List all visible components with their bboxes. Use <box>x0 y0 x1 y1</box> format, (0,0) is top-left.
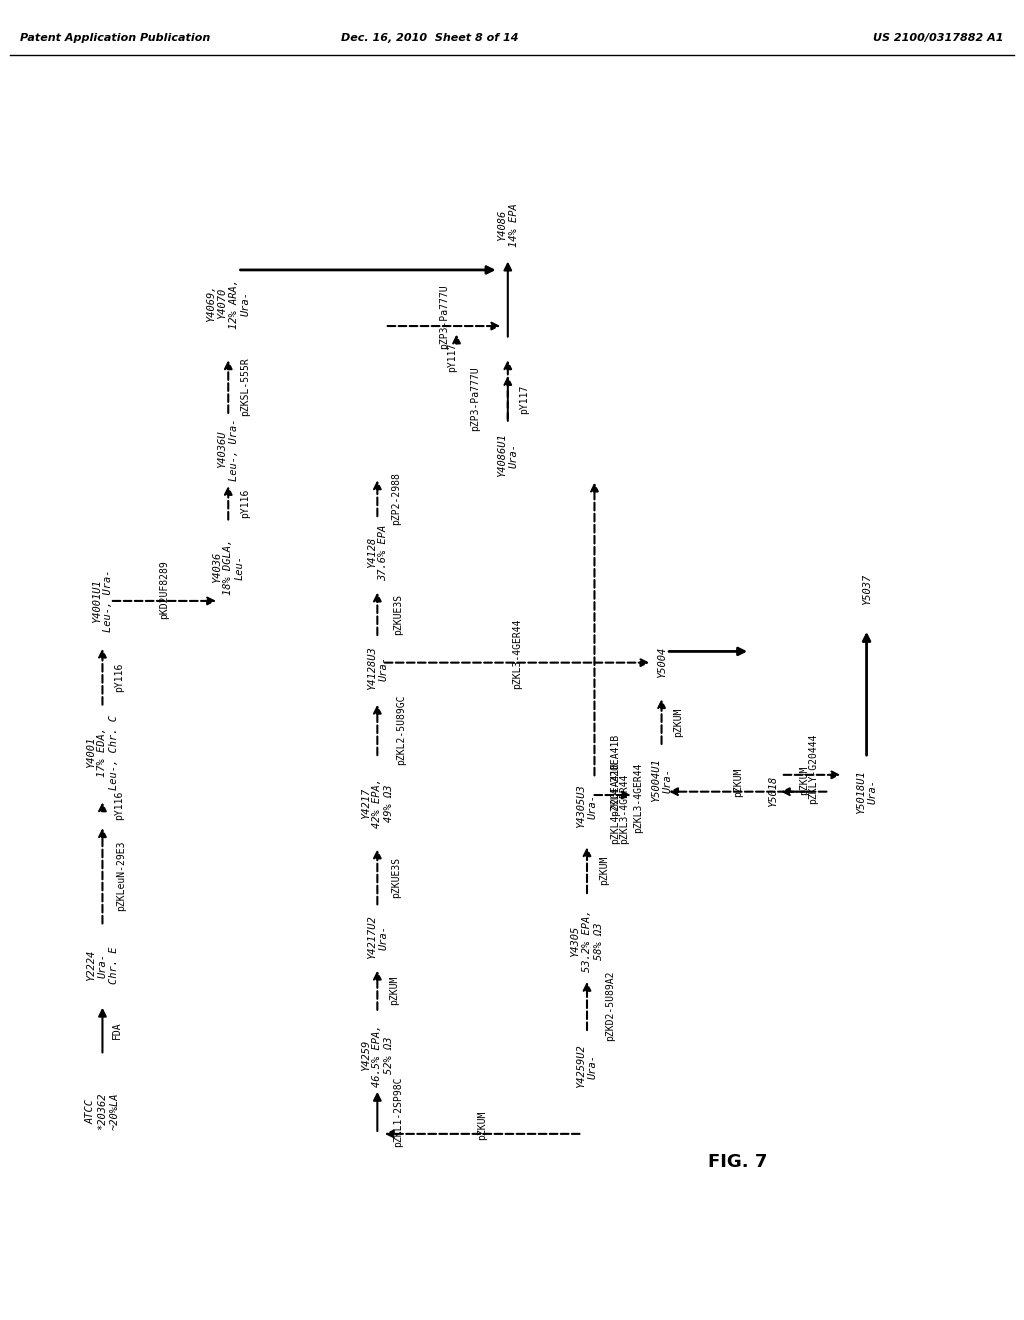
Text: Y5018U1
Ura-: Y5018U1 Ura- <box>856 770 878 813</box>
Text: pZKUM: pZKUM <box>799 766 809 795</box>
Text: pZKUM: pZKUM <box>733 768 743 797</box>
Text: Y4259
46.5% EPA,
52% Ω3: Y4259 46.5% EPA, 52% Ω3 <box>360 1024 394 1086</box>
Text: Y5004U1
Ura-: Y5004U1 Ura- <box>651 759 673 803</box>
Text: Y4217
42% EPA,
49% Ω3: Y4217 42% EPA, 49% Ω3 <box>360 777 394 828</box>
Text: pZP3-Pa777U: pZP3-Pa777U <box>439 285 449 350</box>
Text: pZKUM: pZKUM <box>599 855 609 884</box>
Text: pZKLY-G20444: pZKLY-G20444 <box>808 734 818 804</box>
Text: pZKUM: pZKUM <box>674 708 683 737</box>
Text: pZKL1-2SP98C: pZKL1-2SP98C <box>393 1076 402 1147</box>
Text: Y5004: Y5004 <box>656 647 667 678</box>
Text: pZKL3-4GER44: pZKL3-4GER44 <box>512 618 522 689</box>
Text: Y4036U
Leu-, Ura-: Y4036U Leu-, Ura- <box>217 418 239 480</box>
Text: Y4086
14% EPA: Y4086 14% EPA <box>497 203 518 247</box>
Text: pZKL3-4GER44: pZKL3-4GER44 <box>633 762 643 833</box>
Text: pY116: pY116 <box>115 663 124 692</box>
Text: US 2100/0317882 A1: US 2100/0317882 A1 <box>873 33 1004 44</box>
Text: Y4217U2
Ura-: Y4217U2 Ura- <box>367 916 388 960</box>
Text: pZKUE3S: pZKUE3S <box>393 594 402 635</box>
Text: pKD2UF8289: pKD2UF8289 <box>160 560 169 619</box>
Text: pZKLeuN-29E3: pZKLeuN-29E3 <box>116 841 126 911</box>
Text: pZKL4-220EA41B: pZKL4-220EA41B <box>610 762 620 843</box>
Text: pZKD2-5U89A2: pZKD2-5U89A2 <box>605 970 615 1041</box>
Text: pZKUE3S: pZKUE3S <box>391 857 401 898</box>
Text: Y4259U2
Ura-: Y4259U2 Ura- <box>577 1044 598 1089</box>
Text: pZKL3-4GER44: pZKL3-4GER44 <box>620 774 630 843</box>
Text: Y4001
17% EDA,
Leu-, Chr. C: Y4001 17% EDA, Leu-, Chr. C <box>86 715 119 789</box>
Text: pZKSL-555R: pZKSL-555R <box>240 358 250 416</box>
Text: Y2224
Ura-
Chr. E: Y2224 Ura- Chr. E <box>86 946 119 985</box>
Text: Y4036
18% DGLA,
Leu-: Y4036 18% DGLA, Leu- <box>212 539 245 595</box>
Text: Y5037: Y5037 <box>861 574 871 606</box>
Text: Y4128
37.6% EPA: Y4128 37.6% EPA <box>367 524 388 581</box>
Text: pZKL4-220EA41B: pZKL4-220EA41B <box>610 734 620 816</box>
Text: pZKUM: pZKUM <box>477 1110 487 1139</box>
Text: Y4305U3
Ura-: Y4305U3 Ura- <box>577 784 598 828</box>
Text: FDA: FDA <box>112 1022 122 1039</box>
Text: pZP2-2988: pZP2-2988 <box>391 473 401 525</box>
Text: pY117: pY117 <box>446 343 457 372</box>
Text: Y4001U1
Leu-, Ura-: Y4001U1 Leu-, Ura- <box>92 570 114 632</box>
Text: Y4069,
Y4070
12% ARA,
Ura-: Y4069, Y4070 12% ARA, Ura- <box>206 279 251 329</box>
Text: Y4128U3
Ura-: Y4128U3 Ura- <box>367 647 388 690</box>
Text: pZP3-Pa777U: pZP3-Pa777U <box>470 367 480 432</box>
Text: pZKUM: pZKUM <box>389 975 399 1005</box>
Text: pY116: pY116 <box>240 488 250 517</box>
Text: pZKL2-5U89GC: pZKL2-5U89GC <box>395 694 406 766</box>
Text: Y4305
53.2% EPA,
58% Ω3: Y4305 53.2% EPA, 58% Ω3 <box>570 909 603 972</box>
Text: Y4086U1
Ura-: Y4086U1 Ura- <box>497 433 518 477</box>
Text: pY116: pY116 <box>115 791 124 820</box>
Text: Dec. 16, 2010  Sheet 8 of 14: Dec. 16, 2010 Sheet 8 of 14 <box>341 33 519 44</box>
Text: ATCC
*20362
~20%LA: ATCC *20362 ~20%LA <box>86 1093 119 1130</box>
Text: Y5018: Y5018 <box>768 776 778 808</box>
Text: FIG. 7: FIG. 7 <box>708 1152 767 1171</box>
Text: Patent Application Publication: Patent Application Publication <box>20 33 211 44</box>
Text: pY117: pY117 <box>519 384 529 413</box>
